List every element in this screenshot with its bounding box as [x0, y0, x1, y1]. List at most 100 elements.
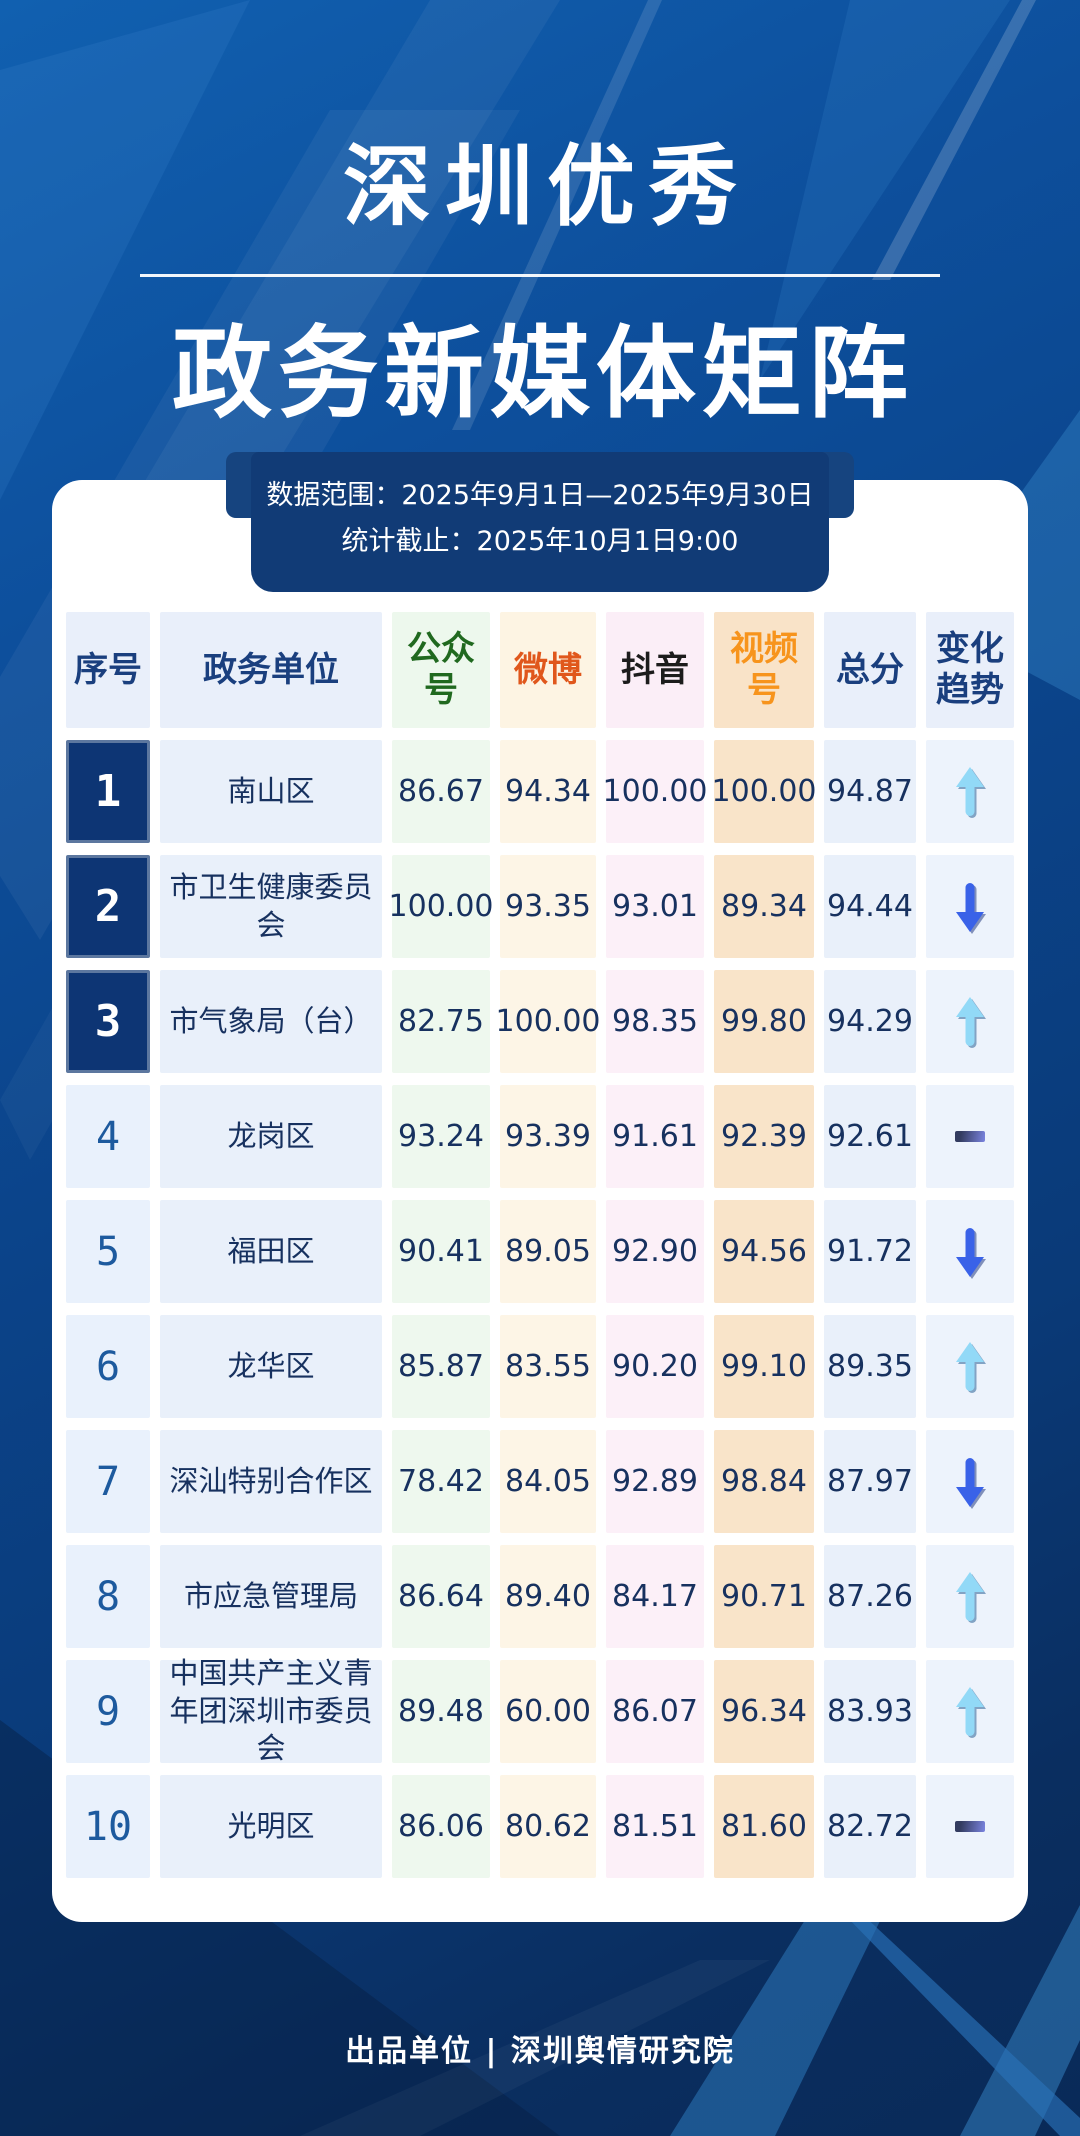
trend-arrow-icon [955, 1131, 985, 1142]
shipinhao-score: 99.80 [714, 970, 814, 1073]
page-title-line2: 政务新媒体矩阵 [172, 315, 914, 432]
trend-cell [926, 1660, 1014, 1763]
weibo-score: 60.00 [500, 1660, 596, 1763]
shipinhao-score: 81.60 [714, 1775, 814, 1878]
trend-cell [926, 1545, 1014, 1648]
trend-arrow-icon [956, 1342, 984, 1392]
title-divider [140, 274, 940, 277]
shipinhao-score: 99.10 [714, 1315, 814, 1418]
gongzhonghao-score: 85.87 [392, 1315, 490, 1418]
rank-number: 1 [94, 766, 122, 817]
gongzhonghao-score: 86.64 [392, 1545, 490, 1648]
total-score: 87.97 [824, 1430, 916, 1533]
rank-badge: 3 [66, 970, 150, 1073]
header-trend: 变化 趋势 [926, 612, 1014, 728]
douyin-score: 90.20 [606, 1315, 704, 1418]
douyin-score: 100.00 [603, 740, 708, 843]
header-total-score: 总分 [824, 612, 916, 728]
unit-name: 市卫生健康委员会 [160, 855, 382, 958]
weibo-score: 84.05 [500, 1430, 596, 1533]
gongzhonghao-score: 100.00 [389, 855, 494, 958]
table-row: 3 市气象局（台） 82.75 100.00 98.35 99.80 94.29 [66, 970, 1014, 1073]
unit-name: 龙华区 [160, 1315, 382, 1418]
rank-number: 7 [95, 1458, 121, 1505]
douyin-score: 92.89 [606, 1430, 704, 1533]
unit-name: 光明区 [160, 1775, 382, 1878]
table-row: 7 深汕特别合作区 78.42 84.05 92.89 98.84 87.97 [66, 1430, 1014, 1533]
table-row: 9 中国共产主义青年团深圳市委员会 89.48 60.00 86.07 96.3… [66, 1656, 1014, 1765]
total-score: 94.29 [824, 970, 916, 1073]
douyin-score: 86.07 [606, 1660, 704, 1763]
header-weibo: 微博 [500, 612, 596, 728]
stats-deadline-text: 统计截止：2025年10月1日9:00 [341, 526, 739, 558]
date-range-text: 数据范围：2025年9月1日—2025年9月30日 [266, 480, 814, 511]
rank-badge: 10 [66, 1775, 150, 1878]
ranking-card: 数据范围：2025年9月1日—2025年9月30日 统计截止：2025年10月1… [52, 452, 1028, 1922]
gongzhonghao-score: 89.48 [392, 1660, 490, 1763]
unit-name: 市气象局（台） [160, 970, 382, 1073]
douyin-score: 93.01 [606, 855, 704, 958]
table-row: 6 龙华区 85.87 83.55 90.20 99.10 89.35 [66, 1315, 1014, 1418]
rank-number: 5 [95, 1228, 121, 1275]
douyin-score: 84.17 [606, 1545, 704, 1648]
total-score: 89.35 [824, 1315, 916, 1418]
unit-name: 中国共产主义青年团深圳市委员会 [160, 1656, 382, 1765]
producer-credit: 出品单位 | 深圳舆情研究院 [345, 2034, 735, 2069]
unit-name: 龙岗区 [160, 1085, 382, 1188]
trend-cell [926, 1315, 1014, 1418]
shipinhao-score: 96.34 [714, 1660, 814, 1763]
date-range-box: 数据范围：2025年9月1日—2025年9月30日 统计截止：2025年10月1… [251, 452, 829, 592]
weibo-score: 93.35 [500, 855, 596, 958]
table-body: 1 南山区 86.67 94.34 100.00 100.00 94.87 2 … [66, 740, 1014, 1878]
trend-arrow-icon [956, 1457, 984, 1507]
unit-name: 福田区 [160, 1200, 382, 1303]
shipinhao-score: 90.71 [714, 1545, 814, 1648]
douyin-score: 81.51 [606, 1775, 704, 1878]
rank-badge: 4 [66, 1085, 150, 1188]
shipinhao-score: 94.56 [714, 1200, 814, 1303]
gongzhonghao-score: 78.42 [392, 1430, 490, 1533]
table-header-row: 序号 政务单位 公众号 微博 抖音 视频号 总分 变化 趋势 [66, 612, 1014, 728]
gongzhonghao-score: 82.75 [392, 970, 490, 1073]
total-score: 87.26 [824, 1545, 916, 1648]
rank-number: 10 [83, 1803, 133, 1850]
total-score: 83.93 [824, 1660, 916, 1763]
total-score: 91.72 [824, 1200, 916, 1303]
weibo-score: 100.00 [496, 970, 601, 1073]
total-score: 82.72 [824, 1775, 916, 1878]
unit-name: 南山区 [160, 740, 382, 843]
trend-cell [926, 1430, 1014, 1533]
shipinhao-score: 92.39 [714, 1085, 814, 1188]
header-douyin: 抖音 [606, 612, 704, 728]
unit-name: 深汕特别合作区 [160, 1430, 382, 1533]
rank-badge: 7 [66, 1430, 150, 1533]
trend-cell [926, 740, 1014, 843]
rank-badge: 9 [66, 1660, 150, 1763]
gongzhonghao-score: 93.24 [392, 1085, 490, 1188]
trend-arrow-icon [956, 1572, 984, 1622]
table-row: 4 龙岗区 93.24 93.39 91.61 92.39 92.61 [66, 1085, 1014, 1188]
total-score: 92.61 [824, 1085, 916, 1188]
shipinhao-score: 100.00 [712, 740, 817, 843]
shipinhao-score: 89.34 [714, 855, 814, 958]
weibo-score: 93.39 [500, 1085, 596, 1188]
gongzhonghao-score: 86.67 [392, 740, 490, 843]
table-row: 10 光明区 86.06 80.62 81.51 81.60 82.72 [66, 1775, 1014, 1878]
table-row: 1 南山区 86.67 94.34 100.00 100.00 94.87 [66, 740, 1014, 843]
rank-badge: 1 [66, 740, 150, 843]
gongzhonghao-score: 90.41 [392, 1200, 490, 1303]
trend-arrow-icon [956, 882, 984, 932]
trend-arrow-icon [956, 1687, 984, 1737]
douyin-score: 91.61 [606, 1085, 704, 1188]
douyin-score: 98.35 [606, 970, 704, 1073]
shipinhao-score: 98.84 [714, 1430, 814, 1533]
table-row: 8 市应急管理局 86.64 89.40 84.17 90.71 87.26 [66, 1545, 1014, 1648]
trend-cell [926, 855, 1014, 958]
table-row: 5 福田区 90.41 89.05 92.90 94.56 91.72 [66, 1200, 1014, 1303]
rank-badge: 5 [66, 1200, 150, 1303]
rank-number: 9 [95, 1688, 121, 1735]
weibo-score: 94.34 [500, 740, 596, 843]
rank-badge: 2 [66, 855, 150, 958]
weibo-score: 89.05 [500, 1200, 596, 1303]
